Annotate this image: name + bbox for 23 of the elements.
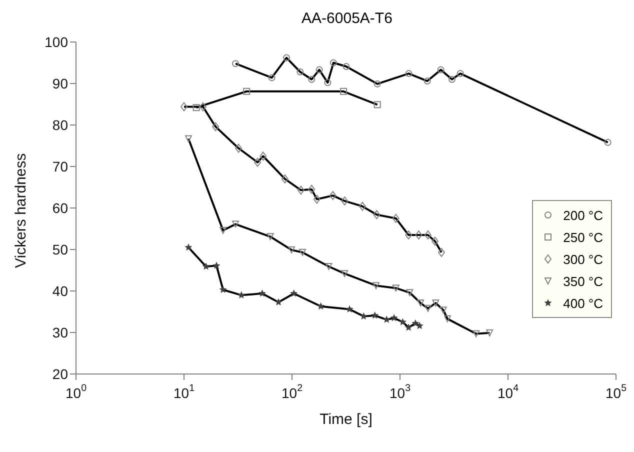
legend-label: 250 °C <box>563 230 603 244</box>
y-tick-label: 20 <box>52 366 68 382</box>
y-tick-label: 30 <box>52 324 68 340</box>
chart-title: AA-6005A-T6 <box>300 9 394 29</box>
legend-label: 300 °C <box>563 252 603 266</box>
y-tick-label: 90 <box>52 75 68 92</box>
x-tick-label: 10$^{4}$ <box>497 383 520 401</box>
y-tick-label: 40 <box>52 282 68 299</box>
x-axis-title: Time [s] <box>320 411 372 428</box>
y-tick-label: 100 <box>44 34 68 50</box>
y-tick-label: 70 <box>52 158 68 174</box>
x-tick-label: 10$^{0}$ <box>65 383 88 401</box>
legend-label: 200 °C <box>563 208 603 222</box>
x-tick-label: 10$^{3}$ <box>389 383 412 401</box>
y-tick-label: 50 <box>52 241 68 258</box>
x-tick-label: 10$^{5}$ <box>605 383 628 401</box>
legend-label: 350 °C <box>563 274 603 288</box>
legend-label: 400 °C <box>563 296 603 310</box>
y-axis-title: Vickers hardness <box>12 153 30 268</box>
y-tick-label: 60 <box>52 200 68 216</box>
x-tick-label: 10$^{2}$ <box>281 383 303 401</box>
y-tick-label: 80 <box>52 116 68 133</box>
x-tick-label: 10$^{1}$ <box>173 383 195 401</box>
